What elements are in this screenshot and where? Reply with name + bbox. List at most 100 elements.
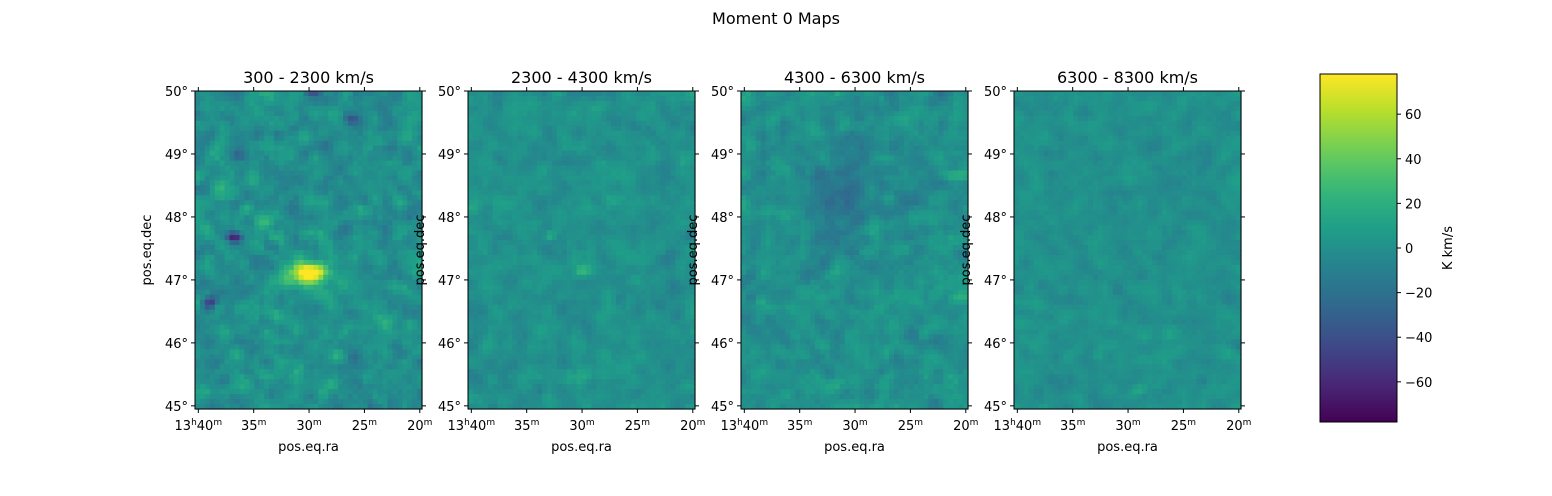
pixel-cell [472, 185, 479, 191]
pixel-cell [298, 165, 305, 172]
figure-title: Moment 0 Maps [712, 9, 840, 28]
pixel-cell [660, 125, 666, 132]
pixel-cell [313, 314, 319, 321]
pixel-cell [283, 399, 290, 405]
pixel-cell [318, 279, 324, 286]
pixel-cell [269, 140, 275, 147]
pixel-cell [611, 215, 617, 221]
pixel-cell [407, 165, 413, 172]
pixel-cell [377, 294, 384, 301]
pixel-cell [635, 175, 642, 182]
pixel-cell [269, 254, 275, 261]
pixel-cell [259, 404, 265, 410]
pixel-cell [362, 205, 369, 211]
pixel-cell [586, 274, 592, 281]
pixel-cell [586, 105, 592, 112]
pixel-cell [407, 175, 413, 182]
pixel-cell [468, 254, 474, 261]
pixel-cell [308, 155, 315, 162]
pixel-cell [655, 235, 662, 241]
pixel-cell [611, 230, 617, 236]
pixel-cell [645, 230, 652, 236]
pixel-cell [244, 299, 250, 306]
pixel-cell [645, 155, 652, 162]
pixel-cell [581, 195, 588, 201]
pixel-cell [382, 240, 389, 246]
pixel-cell [333, 160, 339, 167]
pixel-cell [387, 190, 393, 196]
pixel-cell [249, 299, 255, 306]
pixel-cell [259, 91, 265, 97]
pixel-cell [527, 245, 533, 251]
pixel-cell [308, 299, 315, 306]
pixel-cell [367, 314, 374, 321]
pixel-cell [254, 369, 260, 375]
pixel-cell [640, 91, 647, 97]
pixel-cell [273, 374, 280, 380]
pixel-cell [372, 369, 379, 375]
pixel-cell [477, 160, 484, 167]
pixel-cell [507, 289, 514, 296]
pixel-cell [537, 125, 543, 132]
pixel-cell [254, 130, 260, 137]
pixel-cell [640, 110, 647, 117]
pixel-cell [308, 91, 315, 97]
pixel-cell [313, 359, 319, 365]
pixel-cell [254, 180, 260, 187]
pixel-cell [352, 309, 359, 316]
pixel-cell [601, 170, 607, 177]
pixel-cell [214, 389, 221, 395]
pixel-cell [542, 185, 548, 191]
pixel-cell [333, 230, 339, 236]
pixel-cell [382, 264, 389, 271]
pixel-cell [254, 319, 260, 326]
pixel-cell [234, 135, 241, 142]
pixel-cell [670, 155, 676, 162]
pixel-cell [601, 274, 607, 281]
pixel-cell [264, 105, 270, 112]
pixel-cell [273, 105, 280, 112]
pixel-cell [650, 100, 657, 107]
pixel-cell [665, 205, 671, 211]
pixel-cell [660, 180, 666, 187]
pixel-cell [477, 269, 484, 276]
pixel-cell [665, 145, 671, 152]
pixel-cell [269, 354, 275, 360]
pixel-cell [204, 200, 211, 206]
pixel-cell [352, 319, 359, 326]
pixel-cell [214, 215, 221, 221]
pixel-cell [591, 175, 597, 182]
pixel-cell [234, 225, 241, 231]
pixel-cell [537, 165, 543, 172]
pixel-cell [303, 160, 310, 167]
pixel-cell [318, 364, 324, 370]
pixel-cell [685, 160, 691, 167]
pixel-cell [298, 259, 305, 266]
pixel-cell [195, 269, 201, 276]
pixel-cell [407, 91, 413, 97]
pixel-cell [239, 339, 245, 346]
pixel-cell [308, 160, 315, 167]
pixel-cell [551, 240, 558, 246]
pixel-cell [239, 125, 245, 132]
pixel-cell [229, 130, 236, 137]
pixel-cell [606, 254, 612, 261]
pixel-cell [382, 100, 389, 107]
pixel-cell [224, 91, 231, 97]
pixel-cell [278, 329, 285, 336]
pixel-cell [283, 175, 290, 182]
pixel-cell [249, 135, 255, 142]
pixel-cell [392, 105, 398, 112]
pixel-cell [254, 91, 260, 97]
pixel-cell [591, 155, 597, 162]
pixel-cell [338, 105, 344, 112]
pixel-cell [487, 245, 494, 251]
pixel-cell [219, 220, 226, 226]
pixel-cell [397, 299, 403, 306]
pixel-cell [249, 105, 255, 112]
pixel-cell [333, 309, 339, 316]
pixel-cell [576, 145, 583, 152]
pixel-cell [606, 165, 612, 172]
pixel-cell [606, 105, 612, 112]
pixel-cell [357, 289, 364, 296]
